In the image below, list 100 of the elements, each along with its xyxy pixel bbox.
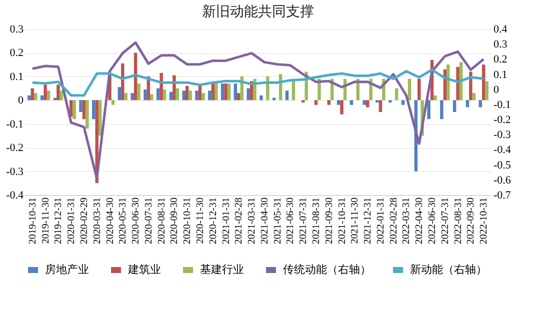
bar <box>376 100 379 103</box>
bar <box>130 93 134 100</box>
bar <box>111 100 115 105</box>
x-tick-label: 2021-02-28 <box>234 198 245 244</box>
bar <box>202 93 205 100</box>
bar <box>285 90 289 100</box>
bar <box>485 81 488 100</box>
legend-label: 房地产业 <box>45 263 89 276</box>
bar <box>60 90 64 100</box>
x-tick-label: 2021-04-30 <box>259 198 270 244</box>
x-tick-label: 2020-07-31 <box>143 198 154 244</box>
x-tick-label: 2021-08-31 <box>311 198 322 244</box>
bar <box>302 100 305 103</box>
x-tick-label: 2020-12-31 <box>208 198 219 244</box>
bar <box>227 84 231 100</box>
legend-label: 传统动能（右轴） <box>283 263 371 276</box>
bar <box>246 88 250 100</box>
bar <box>469 72 472 100</box>
x-tick-label: 2019-10-31 <box>27 198 38 244</box>
x-tick-label: 2021-10-31 <box>336 198 348 244</box>
bar <box>366 100 370 108</box>
bar <box>456 66 460 100</box>
bar <box>234 84 238 100</box>
x-tick-label: 2020-10-31 <box>182 198 194 244</box>
x-tick-label: 2019-12-31 <box>53 198 64 244</box>
y2-tick-label: 0 <box>494 84 500 96</box>
bar <box>56 84 60 100</box>
x-tick-label: 2022-01-31 <box>375 198 386 244</box>
x-tick-label: 2022-03-31 <box>401 198 412 244</box>
bar <box>401 100 405 105</box>
bar <box>79 100 82 112</box>
legend-label: 基建行业 <box>200 263 244 276</box>
x-tick-label: 2022-09-30 <box>466 198 477 244</box>
y2-tick-label: -0.7 <box>494 190 512 202</box>
bar <box>224 84 228 100</box>
y-tick-label: -0.1 <box>6 118 24 130</box>
bar <box>118 87 122 100</box>
x-tick-label: 2021-01-31 <box>220 198 232 244</box>
y2-tick-label: -0.1 <box>494 98 511 111</box>
x-tick-label: 2020-06-30 <box>130 198 142 244</box>
x-tick-label: 2021-07-31 <box>298 198 310 244</box>
legend-label: 新动能（右轴） <box>410 263 487 276</box>
bar <box>266 76 270 100</box>
bar <box>82 100 86 120</box>
y-tick-label: 0.3 <box>10 24 24 36</box>
bar <box>182 90 186 100</box>
bar <box>169 92 173 100</box>
bar <box>336 100 340 105</box>
bar <box>28 95 31 100</box>
y2-tick-label: -0.4 <box>494 144 512 156</box>
line-series <box>31 68 485 97</box>
x-tick-label: 2020-09-30 <box>169 198 180 244</box>
x-tick-label: 2020-05-31 <box>118 198 129 244</box>
bar <box>156 88 160 100</box>
x-tick-label: 2019-11-30 <box>40 198 52 244</box>
y-tick-label: 0.2 <box>10 47 24 60</box>
x-tick-label: 2021-11-30 <box>350 198 361 244</box>
x-tick-label: 2020-11-30 <box>194 198 206 244</box>
y-tick-label: -0.2 <box>6 142 24 154</box>
y2-tick-label: 0.4 <box>494 24 508 36</box>
y2-tick-label: -0.6 <box>494 174 512 186</box>
x-tick-label: 2022-06-30 <box>427 198 438 244</box>
y2-tick-label: -0.3 <box>494 129 512 142</box>
y-tick-label: -0.4 <box>6 190 24 202</box>
bar <box>86 100 89 129</box>
bar <box>418 78 421 100</box>
bar <box>98 100 102 136</box>
bar <box>34 93 38 100</box>
bar <box>162 89 166 100</box>
x-tick-label: 2021-09-30 <box>324 198 335 244</box>
bar <box>198 86 202 100</box>
bar <box>195 90 198 100</box>
bar <box>440 100 444 120</box>
x-tick-label: 2020-04-30 <box>104 198 116 244</box>
bar <box>388 100 392 103</box>
bar <box>408 78 412 100</box>
bar <box>92 100 96 120</box>
bar <box>314 100 318 105</box>
bar <box>220 84 224 100</box>
y-tick-label: 0.1 <box>10 70 24 83</box>
x-tick-label: 2022-07-31 <box>440 198 451 244</box>
bar <box>137 84 140 100</box>
bar <box>176 88 180 100</box>
bar <box>427 100 430 120</box>
bar <box>188 90 192 100</box>
bar <box>260 95 263 100</box>
bar <box>44 84 47 100</box>
bar <box>46 90 50 100</box>
bar <box>292 81 296 100</box>
bar <box>30 88 34 100</box>
bar <box>208 90 212 100</box>
x-tick-label: 2020-08-31 <box>156 198 168 244</box>
bar <box>121 63 124 100</box>
bar <box>214 84 218 100</box>
x-tick-label: 2022-02-28 <box>388 198 400 244</box>
x-tick-label: 2021-05-31 <box>272 198 284 244</box>
bar <box>478 100 482 108</box>
x-tick-label: 2020-01-31 <box>66 198 78 244</box>
bar <box>144 89 147 100</box>
bar <box>340 100 344 114</box>
